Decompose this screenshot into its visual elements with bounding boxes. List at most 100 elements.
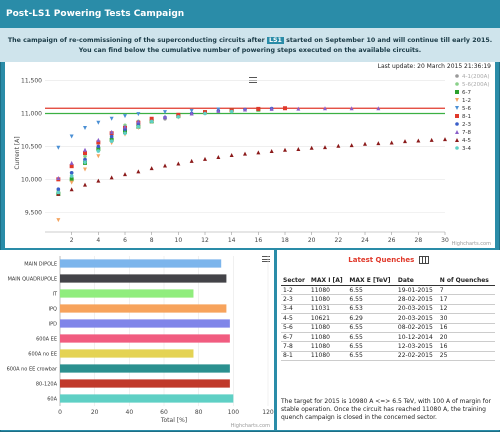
- circuit-bar-chart-svg: 0 20 40 60 80 100 120 MAIN DIPOLE MAIN QUADRUPOL…: [7, 256, 274, 429]
- legend-item[interactable]: 3-4: [455, 146, 471, 152]
- data-point: [256, 106, 261, 111]
- data-point: [243, 151, 247, 156]
- legend-item[interactable]: 5-6(200A): [455, 82, 490, 88]
- bar-chart-menu-icon[interactable]: [262, 256, 270, 262]
- bar: [60, 319, 230, 328]
- data-point: [269, 149, 274, 154]
- table-cell: 8-1: [281, 351, 309, 362]
- data-point: [296, 147, 301, 152]
- legend-label: 2-3: [462, 122, 471, 128]
- quenches-table-header: Sector MAX I [A] MAX E [TeV] Date N of Quenc…: [281, 276, 495, 286]
- x-tick-label: 100: [228, 409, 240, 416]
- y-axis-title: Current [A]: [14, 136, 21, 169]
- data-point: [243, 107, 247, 112]
- bar: [60, 304, 227, 313]
- legend-item[interactable]: 7-8: [455, 130, 471, 136]
- table-cell: 10621: [308, 313, 348, 324]
- data-point: [69, 170, 74, 175]
- data-point: [416, 138, 421, 143]
- chart-menu-icon[interactable]: [249, 77, 257, 83]
- data-point: [429, 137, 434, 142]
- data-point: [56, 176, 61, 181]
- latest-quenches-title: Latest Quenches: [277, 256, 500, 264]
- table-cell: 08-02-2015: [395, 323, 438, 333]
- data-point: [349, 106, 354, 111]
- legend-item[interactable]: 4-5: [455, 138, 471, 144]
- legend-item[interactable]: 2-3: [455, 122, 471, 128]
- data-point: [69, 164, 74, 169]
- latest-quenches-panel: Latest Quenches Sector MAX I [A] MAX E [Te…: [277, 250, 500, 430]
- x-tick-label: 60: [160, 409, 168, 416]
- y-tick-label: 10,500: [21, 143, 42, 150]
- column-header: N of Quenches: [437, 276, 495, 286]
- x-tick-label: 26: [388, 237, 396, 244]
- circuit-progress-panel: 0 20 40 60 80 100 120 MAIN DIPOLE MAIN QUADRUPOL…: [0, 250, 274, 430]
- data-point: [455, 98, 459, 102]
- data-point: [323, 145, 327, 150]
- table-row: 5-6 11080 6.55 08-02-2015 16: [281, 323, 495, 333]
- legend-label: 4-1(200A): [462, 74, 490, 80]
- category-label: IT: [52, 292, 57, 298]
- data-point: [256, 150, 261, 155]
- bar: [60, 334, 230, 343]
- data-point: [83, 151, 87, 155]
- data-point: [96, 178, 101, 183]
- series-4-1-200a-: [56, 114, 181, 195]
- table-cell: 2-3: [281, 294, 309, 305]
- data-point: [216, 154, 221, 159]
- legend-item[interactable]: 8-1: [455, 114, 471, 120]
- table-cell: 16: [437, 341, 495, 352]
- column-header: MAX I [A]: [308, 276, 348, 286]
- intro-banner: The campaign of re-commissioning of the …: [0, 28, 500, 62]
- legend-item[interactable]: 1-2: [455, 98, 471, 104]
- data-point: [69, 134, 74, 139]
- data-point: [363, 141, 367, 146]
- legend-label: 4-5: [462, 138, 471, 144]
- x-tick-label: 80: [195, 409, 203, 416]
- data-point: [203, 111, 207, 116]
- legend-item[interactable]: 6-7: [455, 90, 471, 96]
- table-cell: 16: [437, 323, 495, 333]
- data-point: [123, 114, 127, 119]
- table-cell: 6.55: [347, 285, 396, 296]
- table-cell: 25: [437, 351, 495, 362]
- data-point: [189, 108, 194, 113]
- table-cell: 20-03-2015: [395, 313, 438, 324]
- data-point: [83, 154, 87, 159]
- data-point: [109, 139, 114, 143]
- x-tick-label: 6: [123, 237, 127, 244]
- bar: [60, 274, 227, 283]
- table-cell: 11080: [308, 323, 348, 333]
- data-point: [455, 82, 459, 86]
- intro-text-b: started on September 10 and will continu…: [286, 37, 493, 44]
- data-point: [203, 156, 207, 161]
- table-cell: 11080: [308, 351, 348, 362]
- data-point: [189, 158, 194, 163]
- legend-item[interactable]: 5-6: [455, 106, 471, 112]
- x-tick-label: 22: [335, 237, 343, 244]
- data-point: [123, 172, 127, 177]
- table-cell: 12-03-2015: [395, 341, 438, 352]
- bar: [60, 394, 234, 403]
- table-cell: 11080: [308, 285, 348, 296]
- column-header: Date: [395, 276, 438, 286]
- y-tick-label: 11,500: [21, 78, 42, 85]
- data-point: [69, 187, 74, 192]
- table-icon: [418, 256, 429, 264]
- data-point: [96, 154, 101, 159]
- data-point: [149, 119, 154, 124]
- last-update-label: Last update: 20 March 2015 21:36:19: [377, 63, 491, 70]
- data-point: [455, 106, 459, 110]
- table-cell: 10-12-2014: [395, 332, 438, 343]
- legend-item[interactable]: 4-1(200A): [455, 74, 490, 80]
- x-tick-label: 20: [91, 409, 99, 416]
- ls1-link[interactable]: LS1: [266, 37, 284, 44]
- table-row: 1-2 11080 6.55 19-01-2015 7: [281, 285, 495, 296]
- category-label: MAIN DIPOLE: [24, 262, 57, 268]
- data-point: [389, 140, 394, 145]
- category-label: IPQ: [49, 307, 57, 313]
- x-tick-label: 14: [228, 237, 236, 244]
- table-cell: 6.55: [347, 341, 396, 352]
- bar-chart-credits: Highcharts.com: [231, 423, 270, 429]
